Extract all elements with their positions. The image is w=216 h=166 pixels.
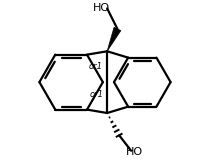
Polygon shape: [107, 27, 121, 51]
Text: HO: HO: [126, 147, 143, 157]
Text: HO: HO: [93, 2, 110, 13]
Text: or1: or1: [88, 62, 102, 71]
Text: or1: or1: [90, 90, 104, 99]
